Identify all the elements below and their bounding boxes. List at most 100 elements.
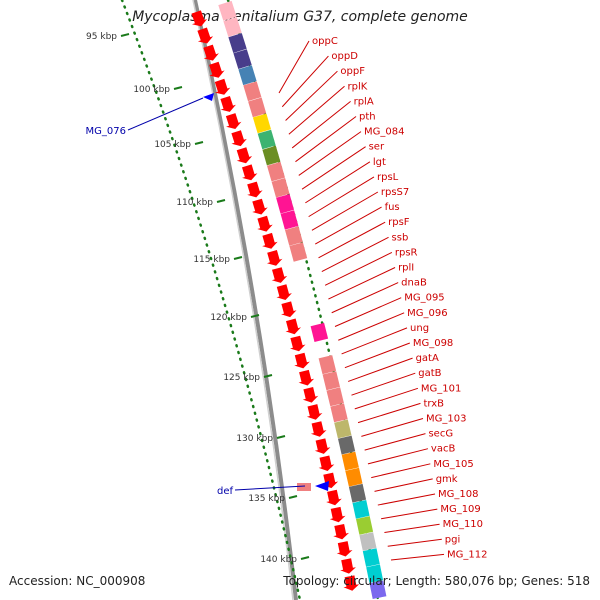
forward-gene-arrow	[306, 404, 323, 420]
forward-label-leader	[371, 463, 431, 479]
cog-block	[348, 483, 367, 503]
forward-gene-arrow	[225, 113, 242, 129]
forward-gene-label: secG	[428, 429, 453, 440]
forward-gene-label: rpsR	[395, 247, 418, 258]
forward-gene-label: rplK	[348, 81, 368, 92]
kbp-tick-mark	[120, 33, 130, 37]
reverse-gene-label: def	[217, 486, 234, 497]
forward-label-leader	[381, 508, 438, 520]
forward-gene-arrow	[343, 575, 360, 591]
kbp-tick-label: 100 kbp	[133, 85, 170, 95]
kbp-tick-label: 95 kbp	[86, 32, 117, 42]
kbp-tick-label: 135 kbp	[248, 494, 285, 504]
cog-block	[267, 161, 285, 182]
reverse-gene-arrow	[315, 481, 329, 491]
cog-block	[330, 403, 348, 423]
cog-block	[271, 178, 290, 198]
forward-label-leader	[324, 251, 393, 286]
forward-gene-label: MG_108	[438, 489, 478, 500]
forward-label-leader	[384, 523, 440, 534]
topology-label: Topology: circular; Length: 580,076 bp; …	[283, 574, 590, 588]
forward-gene-arrow	[285, 318, 301, 335]
map-title: Mycoplasma genitalium G37, complete geno…	[132, 9, 468, 25]
forward-gene-arrow	[267, 250, 283, 266]
forward-label-leader	[357, 402, 421, 424]
forward-gene-label: rpsF	[388, 217, 410, 228]
reverse-gene-arrow	[203, 93, 214, 101]
forward-gene-arrow	[310, 421, 327, 437]
forward-gene-label: rplI	[398, 263, 414, 274]
kbp-tick-mark	[216, 199, 226, 203]
forward-gene-label: MG_110	[443, 519, 483, 530]
backbone-outer	[193, 0, 298, 600]
cog-block	[252, 113, 271, 134]
cog-block	[334, 419, 352, 439]
cog-block	[326, 387, 344, 407]
cog-block	[218, 0, 237, 21]
forward-gene-label: ung	[410, 323, 429, 334]
cog-block	[338, 435, 356, 455]
forward-label-leader	[288, 85, 345, 135]
forward-gene-label: fus	[385, 202, 400, 213]
forward-gene-arrow	[336, 541, 353, 557]
backbone-inner	[192, 0, 294, 600]
reverse-gene-label: MG_076	[86, 126, 126, 137]
forward-gene-arrow	[214, 78, 231, 95]
forward-gene-arrow	[326, 489, 342, 506]
cog-block	[228, 33, 247, 53]
forward-gene-arrow	[329, 506, 346, 523]
forward-label-leader	[331, 282, 399, 314]
forward-gene-arrow	[333, 524, 349, 540]
forward-label-leader	[291, 101, 351, 149]
forward-label-leader	[314, 206, 382, 245]
forward-gene-label: MG_103	[426, 414, 466, 425]
forward-gene-label: MG_105	[433, 459, 473, 470]
cog-block	[352, 500, 370, 519]
forward-label-leader	[361, 418, 424, 437]
kbp-tick-label: 140 kbp	[260, 555, 297, 565]
forward-gene-label: MG_098	[413, 338, 453, 349]
forward-gene-arrow	[318, 455, 335, 471]
forward-gene-label: MG_112	[447, 549, 487, 560]
kbp-tick-label: 125 kbp	[223, 373, 260, 383]
forward-label-leader	[387, 538, 442, 547]
forward-gene-arrow	[276, 284, 292, 300]
forward-label-leader	[334, 297, 402, 327]
forward-gene-arrow	[271, 267, 288, 283]
kbp-tick-label: 110 kbp	[176, 198, 213, 208]
cog-block	[238, 65, 257, 86]
kbp-tick-mark	[300, 556, 310, 560]
forward-label-leader	[367, 448, 429, 465]
forward-label-leader	[311, 191, 379, 231]
cog-block	[345, 467, 363, 487]
cog-block	[262, 145, 281, 166]
cog-block	[356, 516, 374, 535]
forward-label-leader	[374, 478, 433, 492]
forward-gene-arrow	[294, 352, 310, 369]
forward-label-leader	[308, 176, 375, 218]
reverse-label-leader	[234, 485, 306, 491]
forward-gene-arrow	[252, 198, 268, 215]
reverse-gene-block	[297, 483, 311, 491]
forward-label-leader	[278, 40, 310, 94]
cog-block	[285, 226, 303, 246]
forward-gene-arrow	[290, 335, 306, 352]
forward-gene-label: gmk	[436, 474, 458, 485]
forward-gene-arrow	[281, 301, 297, 318]
cog-block	[280, 210, 299, 230]
forward-label-leader	[305, 161, 371, 204]
forward-gene-arrow	[302, 387, 319, 403]
cog-block	[257, 129, 276, 150]
forward-gene-label: pgi	[445, 534, 460, 545]
cog-block	[318, 355, 337, 375]
forward-label-leader	[364, 433, 426, 451]
cog-block	[310, 322, 329, 342]
forward-gene-label: dnaB	[401, 278, 427, 289]
forward-gene-label: ssb	[392, 232, 409, 243]
kbp-tick-mark	[288, 495, 298, 499]
forward-label-leader	[328, 267, 396, 300]
forward-gene-label: oppF	[340, 66, 365, 77]
forward-label-leader	[301, 146, 366, 190]
cog-block	[362, 548, 380, 567]
